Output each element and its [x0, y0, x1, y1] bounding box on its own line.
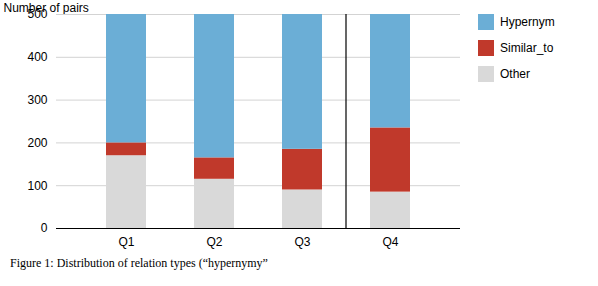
html-text:Other: Other	[500, 67, 530, 81]
svg-text:Number of pairs: Number of pairs	[4, 1, 89, 15]
svg-text:Q3: Q3	[294, 235, 310, 249]
html-text:Hypernym: Hypernym	[500, 15, 555, 29]
svg-text:Q1: Q1	[118, 235, 134, 249]
svg-text:100: 100	[27, 179, 47, 193]
svg-text:300: 300	[27, 93, 47, 107]
svg-text:Q4: Q4	[382, 235, 398, 249]
svg-text:400: 400	[27, 50, 47, 64]
svg-text:Q2: Q2	[206, 235, 222, 249]
svg-text:200: 200	[27, 136, 47, 150]
html-text:Figure 1: Distribution of rela: Figure 1: Distribution of relation types…	[10, 256, 268, 270]
svg-text:0: 0	[41, 221, 48, 235]
html-text:Similar_to: Similar_to	[500, 41, 554, 55]
